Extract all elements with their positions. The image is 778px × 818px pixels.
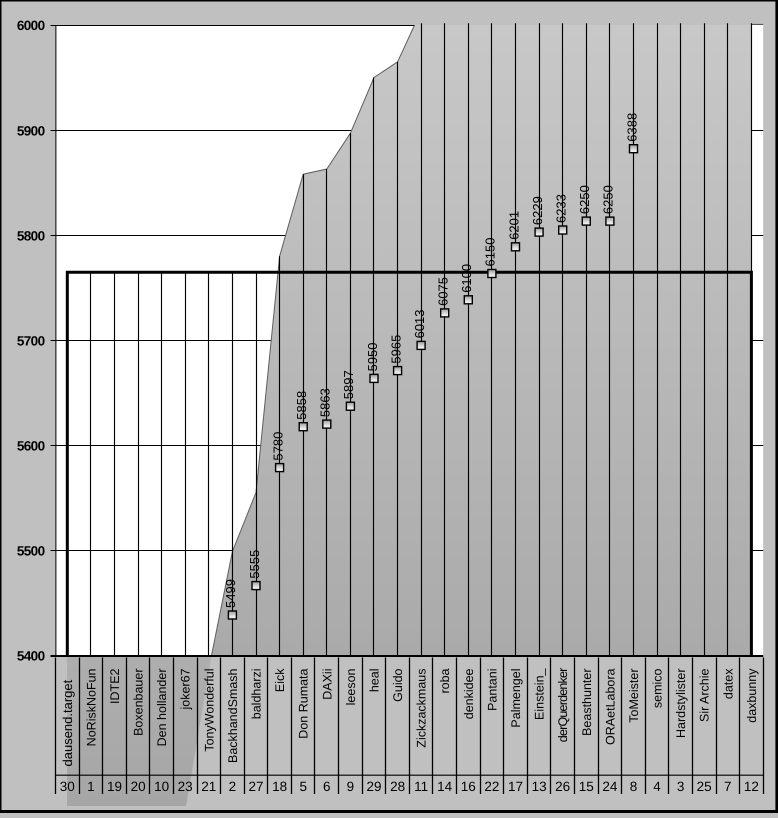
svg-text:Palmengel: Palmengel — [509, 669, 523, 728]
svg-text:6013: 6013 — [412, 309, 427, 338]
svg-text:11: 11 — [414, 779, 428, 794]
svg-text:12: 12 — [744, 779, 759, 794]
svg-text:leeson: leeson — [344, 668, 358, 705]
svg-text:29: 29 — [366, 779, 381, 794]
svg-text:6075: 6075 — [436, 277, 451, 306]
svg-text:22: 22 — [484, 779, 499, 794]
svg-text:ORAetLabora: ORAetLabora — [603, 668, 617, 744]
svg-text:Pantani: Pantani — [485, 669, 499, 711]
svg-text:BackhandSmash: BackhandSmash — [226, 668, 240, 763]
svg-text:8: 8 — [630, 779, 638, 794]
svg-text:30: 30 — [60, 779, 75, 794]
svg-text:6201: 6201 — [506, 211, 521, 240]
svg-text:10: 10 — [154, 779, 169, 794]
svg-text:5800: 5800 — [17, 228, 45, 243]
svg-text:Beasthunter: Beasthunter — [580, 669, 594, 736]
svg-text:5499: 5499 — [223, 579, 238, 608]
svg-text:24: 24 — [602, 779, 618, 794]
svg-text:6250: 6250 — [577, 185, 592, 214]
svg-text:IDTE2: IDTE2 — [108, 668, 122, 703]
svg-text:ToMeister: ToMeister — [627, 669, 641, 723]
svg-text:23: 23 — [178, 779, 193, 794]
svg-text:denkidee: denkidee — [462, 668, 476, 719]
svg-text:6250: 6250 — [601, 185, 616, 214]
svg-text:5400: 5400 — [17, 649, 45, 664]
svg-text:20: 20 — [131, 779, 146, 794]
svg-text:5897: 5897 — [341, 370, 356, 399]
svg-text:25: 25 — [697, 779, 712, 794]
svg-text:datex: datex — [721, 668, 735, 699]
svg-text:21: 21 — [201, 779, 216, 794]
svg-text:9: 9 — [347, 779, 355, 794]
svg-text:5780: 5780 — [270, 432, 285, 461]
svg-text:5900: 5900 — [17, 123, 45, 138]
svg-text:Hardstylister: Hardstylister — [674, 669, 688, 738]
svg-text:27: 27 — [248, 779, 263, 794]
svg-text:derQuerdenker: derQuerdenker — [556, 668, 570, 742]
svg-text:NoRiskNoFun: NoRiskNoFun — [84, 668, 98, 746]
svg-text:roba: roba — [438, 668, 452, 693]
svg-text:1: 1 — [87, 779, 95, 794]
svg-text:Den hollander: Den hollander — [155, 669, 169, 747]
svg-text:6233: 6233 — [554, 194, 569, 223]
svg-text:5600: 5600 — [17, 439, 45, 454]
svg-text:6: 6 — [323, 779, 331, 794]
svg-text:Guido: Guido — [391, 668, 405, 701]
svg-text:Eick: Eick — [273, 668, 287, 692]
svg-text:4: 4 — [653, 779, 661, 794]
svg-text:2: 2 — [229, 779, 237, 794]
svg-text:16: 16 — [461, 779, 476, 794]
svg-text:Boxenbauer: Boxenbauer — [132, 669, 146, 736]
svg-text:6388: 6388 — [624, 113, 639, 142]
svg-text:Zickzackmaus: Zickzackmaus — [415, 669, 429, 748]
svg-text:dausend.target: dausend.target — [60, 679, 75, 766]
svg-text:baldharzi: baldharzi — [250, 669, 264, 720]
svg-text:6100: 6100 — [459, 264, 474, 293]
svg-text:19: 19 — [107, 779, 122, 794]
svg-text:joker67: joker67 — [179, 668, 193, 710]
svg-text:5700: 5700 — [17, 333, 45, 348]
svg-text:6150: 6150 — [483, 238, 498, 267]
svg-text:26: 26 — [555, 779, 570, 794]
svg-text:5858: 5858 — [294, 391, 309, 420]
svg-text:5863: 5863 — [318, 388, 333, 417]
svg-text:3: 3 — [677, 779, 685, 794]
svg-text:TonyWonderful: TonyWonderful — [202, 669, 216, 752]
svg-text:14: 14 — [437, 779, 453, 794]
svg-text:Don Rumata: Don Rumata — [297, 668, 311, 738]
svg-text:7: 7 — [724, 779, 732, 794]
svg-text:heal: heal — [368, 669, 382, 693]
svg-text:17: 17 — [508, 779, 523, 794]
svg-text:13: 13 — [532, 779, 547, 794]
svg-text:5: 5 — [299, 779, 307, 794]
svg-text:semico: semico — [651, 668, 665, 708]
svg-text:15: 15 — [579, 779, 594, 794]
svg-text:5500: 5500 — [17, 544, 45, 559]
svg-text:DAXii: DAXii — [320, 669, 334, 700]
svg-text:18: 18 — [272, 779, 287, 794]
svg-text:5965: 5965 — [388, 335, 403, 364]
svg-text:Sir Archie: Sir Archie — [698, 668, 712, 722]
svg-text:6000: 6000 — [17, 18, 45, 33]
svg-text:daxbunny: daxbunny — [745, 668, 759, 723]
svg-text:6229: 6229 — [530, 196, 545, 225]
svg-text:Einstein_: Einstein_ — [533, 667, 547, 719]
svg-text:5555: 5555 — [247, 550, 262, 579]
svg-text:28: 28 — [390, 779, 405, 794]
svg-text:5950: 5950 — [365, 342, 380, 371]
